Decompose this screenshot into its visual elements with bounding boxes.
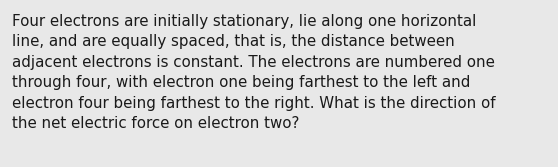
Text: Four electrons are initially stationary, lie along one horizontal
line, and are : Four electrons are initially stationary,… bbox=[12, 14, 496, 131]
